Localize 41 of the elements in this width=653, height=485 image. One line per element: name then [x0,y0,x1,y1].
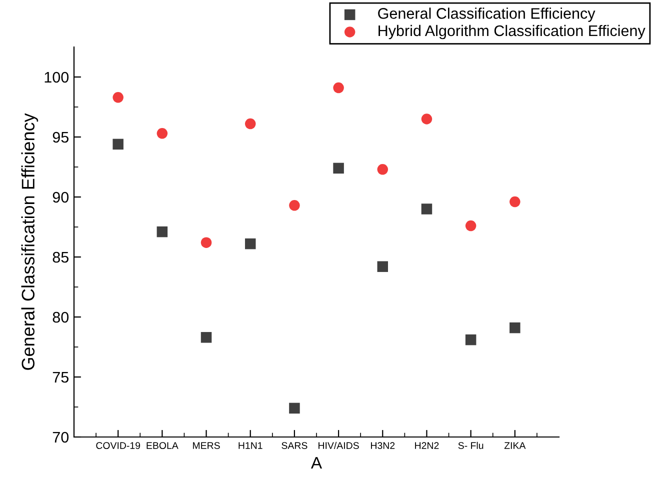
y-tick-label: 95 [52,132,68,143]
y-tick-label: 100 [44,72,69,83]
point [333,162,344,174]
point [289,200,300,211]
x-tick-label: COVID-19 [96,442,140,449]
x-axis-title: A [310,457,322,469]
point [377,164,388,175]
point [244,118,256,130]
point [377,261,388,272]
x-tick-label: H2N2 [415,442,439,449]
point [465,220,476,232]
x-tick-label: SARS [282,442,308,449]
point [112,138,124,150]
point [289,402,300,414]
x-tick-label: S- Flu [458,442,484,449]
point [244,238,256,250]
point [156,226,168,238]
legend-label: Hybrid Algorithm Classification Efficieny [378,24,646,40]
x-tick-label: H1N1 [238,442,262,449]
point [333,82,344,94]
x-tick-label: EBOLA [146,442,178,449]
point [200,237,212,248]
point [421,204,432,214]
point [421,114,432,124]
point [465,334,476,346]
point [200,332,212,343]
x-tick-label: HIV/AIDS [318,442,359,449]
legend-label: General Classification Efficiency [378,8,596,22]
y-tick-label: 85 [52,252,68,263]
y-tick-label: 80 [52,312,69,323]
point [156,128,168,139]
y-axis-title: General Classification Efficiency [21,113,38,370]
point [510,196,520,208]
point [112,92,124,103]
x-tick-label: H3N2 [371,442,395,449]
y-tick-label: 90 [52,192,69,203]
x-tick-label: ZIKA [504,442,526,449]
y-tick-label: 70 [52,432,69,443]
y-tick-label: 75 [52,372,68,383]
point [510,322,520,334]
x-tick-label: MERS [193,442,220,449]
